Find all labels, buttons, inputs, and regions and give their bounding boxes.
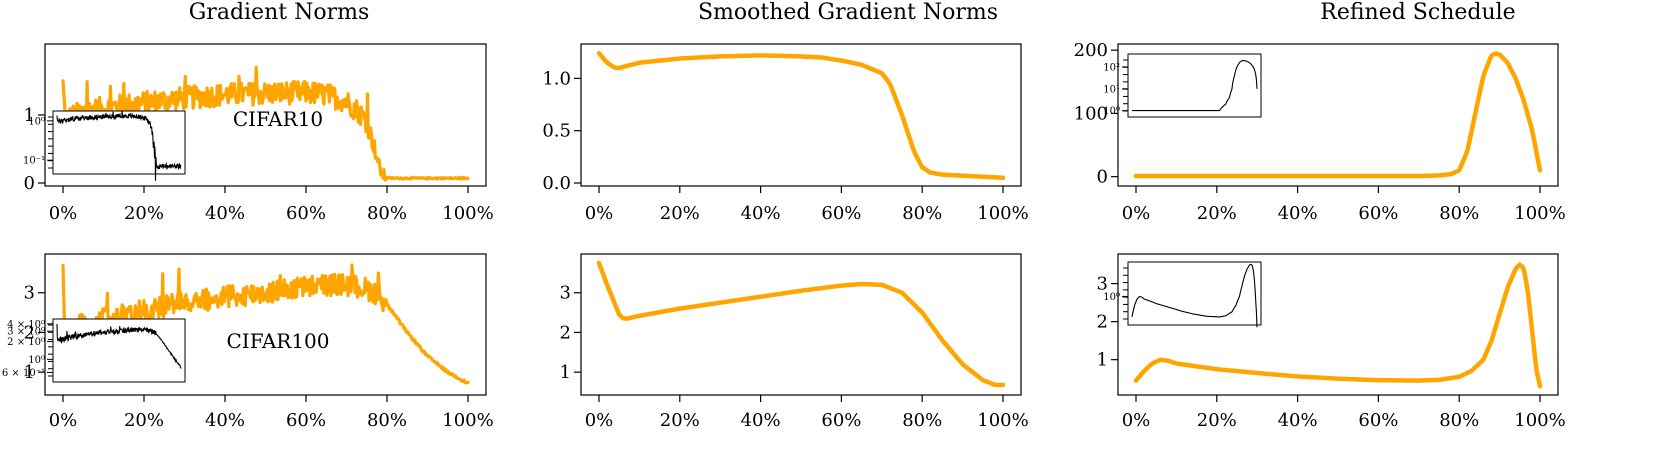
series-line-schedule	[1133, 51, 1543, 179]
inset-line	[1131, 263, 1258, 328]
x-tick-label: 20%	[1197, 410, 1237, 431]
x-tick-label: 80%	[1439, 203, 1479, 224]
inset-tick-label: 4 × 10⁰	[7, 319, 45, 330]
inset-tick-label: 10¹	[1103, 84, 1120, 95]
x-tick-label: 40%	[205, 410, 245, 431]
y-tick-label: 1	[24, 105, 35, 126]
inset-frame	[52, 318, 186, 383]
x-tick-label: 0%	[585, 203, 614, 224]
inset-line	[1132, 60, 1258, 112]
x-tick-label: 20%	[660, 410, 700, 431]
plot-frame	[580, 43, 1022, 187]
x-tick-label: 20%	[660, 203, 700, 224]
x-tick-label: 60%	[821, 410, 861, 431]
x-tick-label: 20%	[1197, 203, 1237, 224]
x-tick-label: 100%	[1514, 410, 1565, 431]
y-tick-label: 3	[1097, 274, 1108, 295]
plot-frame	[580, 253, 1022, 396]
y-tick-label: 3	[24, 283, 35, 304]
inset-tick-label: 10⁰	[28, 116, 45, 127]
x-tick-label: 40%	[1278, 410, 1318, 431]
series-line-gradient-norm	[61, 65, 470, 182]
y-tick-label: 2	[24, 322, 35, 343]
y-tick-label: 1	[560, 362, 571, 383]
x-tick-label: 100%	[977, 203, 1028, 224]
panel-title-smoothed-gradient-norms: Smoothed Gradient Norms	[698, 0, 998, 25]
inset-line	[56, 111, 182, 181]
x-tick-label: 40%	[1278, 203, 1318, 224]
x-tick-label: 60%	[286, 203, 326, 224]
x-tick-label: 80%	[367, 203, 407, 224]
inset-tick-label: 3 × 10⁰	[7, 327, 45, 338]
x-tick-label: 40%	[741, 410, 781, 431]
x-tick-label: 100%	[442, 410, 493, 431]
cifar10-label: CIFAR10	[233, 107, 323, 131]
y-tick-label: 0.5	[542, 121, 571, 142]
inset-plot: 10⁰ 10⁻¹	[23, 110, 186, 181]
series-line-smoothed-gradient-norm	[596, 260, 1006, 388]
x-tick-label: 60%	[286, 410, 326, 431]
x-tick-label: 80%	[902, 410, 942, 431]
panel-title-gradient-norms: Gradient Norms	[189, 0, 370, 25]
y-tick-label: 200	[1074, 40, 1108, 61]
inset-plot: 10⁰	[1103, 261, 1262, 328]
y-tick-label: 0	[1097, 167, 1108, 188]
x-tick-label: 80%	[367, 410, 407, 431]
inset-tick-label: 2 × 10⁰	[7, 337, 45, 348]
x-tick-label: 0%	[49, 410, 78, 431]
panel-5: 0% 20% 40% 60% 80% 100% 1 2 3	[560, 253, 1029, 431]
inset-tick-label: 6 × 10⁻¹	[2, 368, 45, 379]
x-tick-label: 60%	[1358, 203, 1398, 224]
x-tick-label: 40%	[205, 203, 245, 224]
series-line-schedule	[1133, 262, 1543, 389]
x-tick-label: 0%	[585, 410, 614, 431]
y-tick-label: 1.0	[542, 68, 571, 89]
x-tick-label: 20%	[124, 203, 164, 224]
x-tick-label: 20%	[124, 410, 164, 431]
x-tick-label: 0%	[1122, 410, 1151, 431]
x-tick-label: 100%	[977, 410, 1028, 431]
inset-tick-label: 10²	[1103, 62, 1120, 73]
inset-plot: 10² 10¹ 10⁰	[1103, 53, 1262, 118]
y-tick-label: 0.0	[542, 173, 571, 194]
inset-frame	[1127, 53, 1262, 118]
inset-tick-label: 10⁻¹	[23, 156, 45, 167]
y-tick-label: 100	[1074, 103, 1108, 124]
plot-frame	[44, 253, 487, 396]
inset-tick-label: 10⁰	[1103, 292, 1120, 303]
plot-frame	[1117, 43, 1559, 187]
inset-frame	[1127, 261, 1262, 326]
x-tick-label: 80%	[1439, 410, 1479, 431]
panel-title-refined-schedule: Refined Schedule	[1320, 0, 1515, 25]
x-tick-label: 0%	[49, 203, 78, 224]
x-tick-label: 100%	[442, 203, 493, 224]
series-line-smoothed-gradient-norm	[596, 51, 1006, 181]
x-tick-label: 80%	[902, 203, 942, 224]
plot-frame	[1117, 253, 1559, 396]
x-tick-label: 60%	[821, 203, 861, 224]
inset-line	[56, 323, 182, 369]
x-tick-label: 40%	[741, 203, 781, 224]
y-tick-label: 1	[24, 362, 35, 383]
inset-tick-label: 10⁰	[28, 355, 45, 366]
panel-2: 0% 20% 40% 60% 80% 100% 0.0 0.5 1.0	[542, 43, 1029, 224]
y-tick-label: 1	[1097, 350, 1108, 371]
y-tick-label: 3	[560, 283, 571, 304]
y-tick-label: 0	[24, 173, 35, 194]
x-tick-label: 100%	[1514, 203, 1565, 224]
y-tick-label: 2	[1097, 312, 1108, 333]
inset-frame	[52, 110, 186, 175]
x-tick-label: 0%	[1122, 203, 1151, 224]
series-line-gradient-norm	[61, 263, 470, 385]
inset-tick-label: 10⁰	[1103, 106, 1120, 117]
x-tick-label: 60%	[1358, 410, 1398, 431]
cifar100-label: CIFAR100	[226, 329, 329, 353]
y-tick-label: 2	[560, 322, 571, 343]
